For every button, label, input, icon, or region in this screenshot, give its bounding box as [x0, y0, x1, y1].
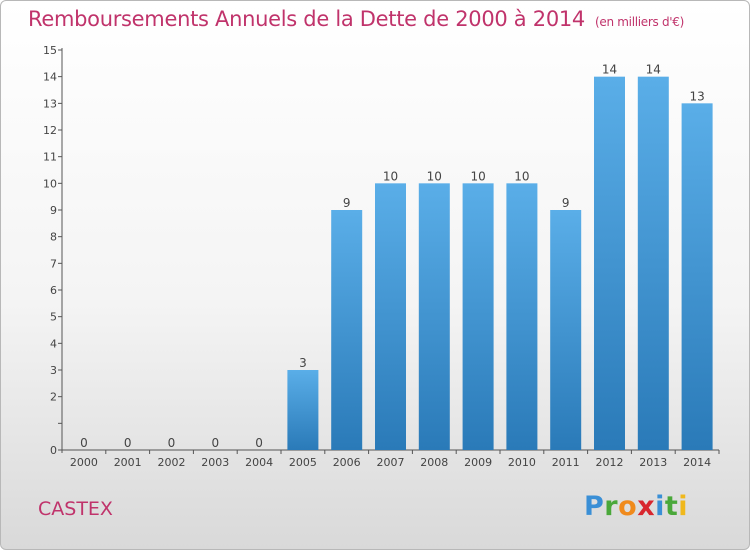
x-tick-label: 2005 — [289, 456, 317, 469]
y-tick-label: 12 — [43, 124, 57, 137]
x-tick-label: 2009 — [464, 456, 492, 469]
x-tick-label: 2002 — [158, 456, 186, 469]
bar-value-label: 0 — [124, 436, 132, 450]
y-tick-label: 10 — [43, 177, 57, 190]
title-unit: (en milliers d'€) — [595, 15, 685, 29]
bar — [287, 370, 319, 450]
bar-value-label: 9 — [343, 196, 351, 210]
bar-value-label: 13 — [689, 89, 704, 103]
bar — [375, 183, 406, 451]
bar-value-label: 0 — [168, 436, 176, 450]
bar-value-label: 3 — [299, 356, 307, 370]
x-tick-label: 2010 — [508, 456, 536, 469]
bar-value-label: 10 — [514, 169, 529, 183]
bar-value-label: 14 — [646, 63, 661, 77]
bar — [462, 183, 494, 451]
y-tick-label: 8 — [50, 231, 57, 244]
bar-value-label: 14 — [602, 63, 617, 77]
commune-name: CASTEX — [38, 498, 113, 520]
bar — [681, 103, 713, 450]
bar — [594, 76, 625, 451]
x-tick-label: 2001 — [114, 456, 142, 469]
y-tick-label: 7 — [50, 257, 57, 270]
bar-value-label: 0 — [80, 436, 88, 450]
y-tick-label: 3 — [50, 364, 57, 377]
x-tick-label: 2008 — [420, 456, 448, 469]
bar — [418, 183, 450, 451]
bar-value-label: 9 — [562, 196, 570, 210]
y-tick-label: 5 — [50, 311, 57, 324]
x-tick-label: 2004 — [245, 456, 273, 469]
y-tick-label: 9 — [50, 204, 57, 217]
bar — [331, 210, 363, 450]
y-tick-label: 6 — [50, 284, 57, 297]
bar-value-label: 10 — [383, 169, 398, 183]
y-tick-label: 13 — [43, 97, 57, 110]
bar-value-label: 10 — [470, 169, 485, 183]
y-tick-label: 15 — [43, 44, 57, 57]
x-tick-label: 2012 — [596, 456, 624, 469]
bar-value-label: 0 — [211, 436, 219, 450]
y-tick-label: 11 — [43, 151, 57, 164]
y-tick-label: 4 — [50, 337, 57, 350]
title-text: Remboursements Annuels de la Dette de 20… — [28, 7, 585, 31]
bar-value-label: 0 — [255, 436, 263, 450]
x-tick-label: 2013 — [639, 456, 667, 469]
y-tick-label: 14 — [43, 71, 57, 84]
bar-value-label: 10 — [427, 169, 442, 183]
bar — [637, 76, 669, 451]
y-tick-label: 2 — [50, 391, 57, 404]
x-tick-label: 2014 — [683, 456, 711, 469]
bar — [506, 183, 538, 451]
x-tick-label: 2003 — [201, 456, 229, 469]
proxiti-logo: Proxiti — [584, 491, 689, 522]
bar — [550, 210, 582, 450]
x-tick-label: 2000 — [70, 456, 98, 469]
x-tick-label: 2006 — [333, 456, 361, 469]
x-tick-label: 2007 — [377, 456, 405, 469]
x-tick-label: 2011 — [552, 456, 580, 469]
y-tick-label: 0 — [50, 444, 57, 457]
chart-title: Remboursements Annuels de la Dette de 20… — [28, 7, 684, 31]
